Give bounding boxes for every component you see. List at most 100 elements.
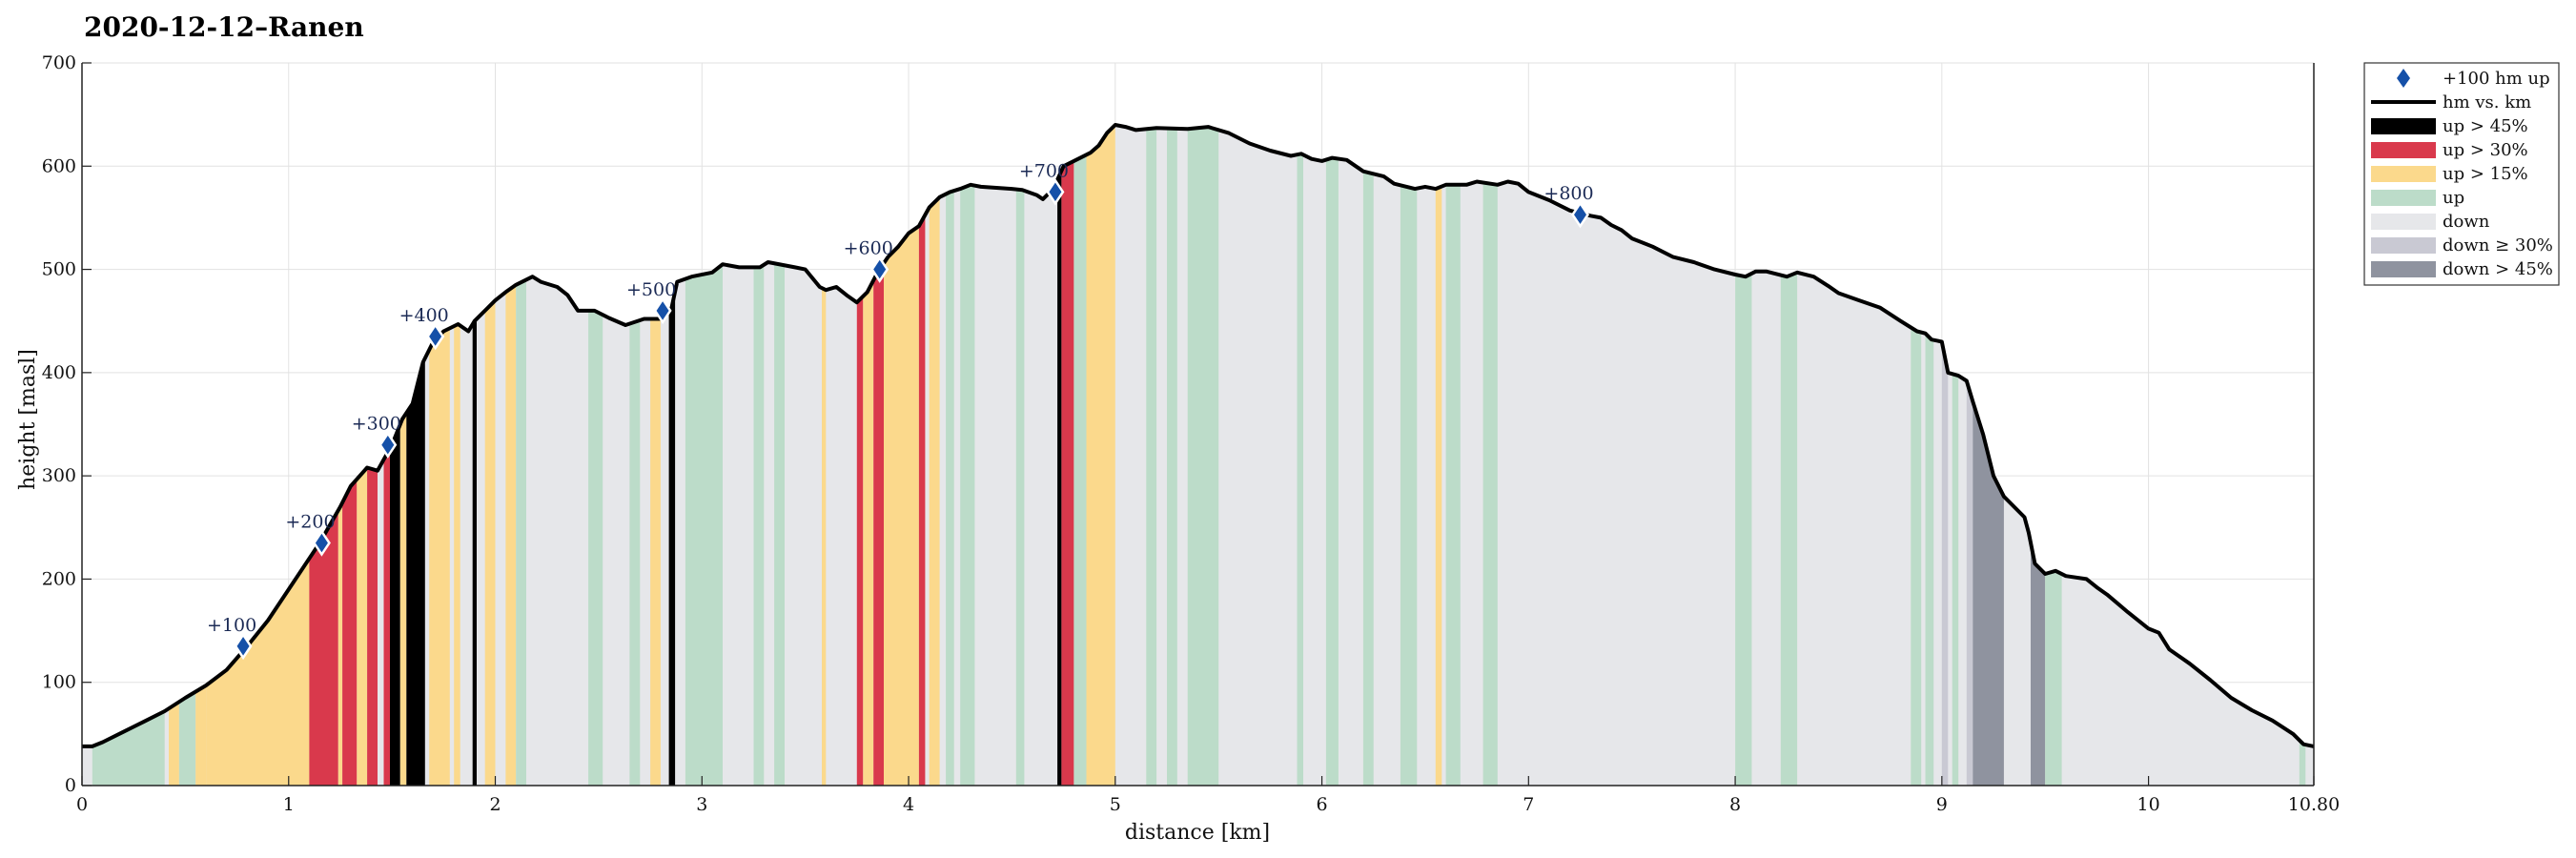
band-up45	[668, 291, 676, 786]
y-tick-label: 100	[42, 672, 76, 693]
marker-label: +400	[399, 305, 449, 326]
band-up	[2045, 570, 2062, 786]
band-up15	[169, 702, 179, 786]
y-tick-label: 300	[42, 465, 76, 486]
y-axis-label: height [masl]	[16, 349, 40, 490]
band-up	[178, 691, 196, 786]
band-up30	[367, 467, 378, 786]
band-up	[1297, 153, 1303, 786]
band-up15	[505, 284, 517, 786]
band-up30	[1061, 160, 1074, 786]
band-up30	[856, 296, 864, 786]
hm-marker	[312, 529, 331, 557]
legend-patch-swatch	[2371, 118, 2436, 134]
band-up15	[884, 226, 919, 786]
band-up15	[454, 324, 460, 786]
y-tick-label: 200	[42, 568, 76, 589]
legend-patch-swatch	[2371, 190, 2436, 206]
legend-entry-label: hm vs. km	[2443, 92, 2531, 112]
hm-marker	[234, 632, 253, 661]
band-up15	[399, 413, 407, 786]
x-tick-label: 8	[1729, 794, 1741, 815]
x-tick-label: 9	[1936, 794, 1948, 815]
band-up	[92, 711, 165, 786]
hm-marker	[378, 431, 398, 459]
band-up	[1911, 327, 1922, 786]
band-up	[1073, 154, 1087, 786]
y-tick-label: 500	[42, 259, 76, 280]
band-up15	[863, 280, 874, 786]
legend-patch-swatch	[2371, 142, 2436, 158]
x-tick-label: 10	[2136, 794, 2159, 815]
legend-patch-swatch	[2371, 166, 2436, 182]
legend-entry-label: up	[2443, 188, 2464, 208]
y-tick-label: 600	[42, 155, 76, 176]
legend-entry-label: down > 45%	[2443, 259, 2553, 279]
x-tick-label: 5	[1110, 794, 1121, 815]
band-up	[1482, 182, 1498, 786]
marker-label: +600	[844, 238, 893, 259]
hm-marker	[1571, 200, 1590, 229]
band-up	[774, 263, 785, 786]
band-up	[1780, 272, 1798, 786]
band-up	[629, 320, 641, 786]
legend-marker-swatch	[2397, 69, 2410, 88]
chart-title: 2020-12-12–Ranen	[84, 11, 364, 43]
band-up15	[929, 196, 940, 786]
plot-area: 0 1 2 3 4 5 6 7 8 9 10 10.80 0 100 200 300 400 500 600 700 +…	[42, 52, 2340, 815]
hm-marker	[870, 255, 889, 283]
band-down45	[2031, 542, 2046, 786]
band-up45	[390, 424, 400, 786]
hm-marker	[426, 322, 445, 351]
band-up	[2299, 740, 2306, 786]
x-tick-label: 1	[283, 794, 295, 815]
x-tick-label: 7	[1523, 794, 1534, 815]
x-tick-label: 4	[903, 794, 914, 815]
band-up15	[650, 318, 661, 786]
band-up45	[1057, 171, 1062, 786]
marker-label: +300	[352, 414, 401, 435]
legend-entry-label: up > 15%	[2443, 164, 2528, 184]
band-up	[946, 191, 954, 786]
band-up30	[918, 214, 926, 786]
legend-patch-swatch	[2371, 261, 2436, 277]
x-axis-label: distance [km]	[1125, 821, 1270, 845]
legend-entry-label: down	[2443, 212, 2490, 232]
legend-entry-label: +100 hm up	[2443, 69, 2550, 89]
band-up15	[1086, 125, 1115, 786]
band-up	[685, 264, 723, 786]
hm-marker	[653, 296, 672, 325]
marker-label: +800	[1544, 183, 1593, 204]
band-up	[1325, 157, 1339, 786]
band-up	[960, 184, 975, 786]
marker-label: +700	[1019, 160, 1069, 181]
band-up	[1445, 184, 1461, 786]
legend-entry-label: down ≥ 30%	[2443, 235, 2553, 255]
band-up45	[472, 318, 477, 786]
band-up	[1167, 128, 1177, 786]
legend-patch-swatch	[2371, 214, 2436, 230]
y-tick-label: 0	[65, 775, 76, 796]
band-up	[1146, 128, 1157, 786]
band-down30	[1941, 341, 1949, 786]
band-up15	[206, 558, 310, 786]
band-up30	[309, 510, 338, 786]
marker-label: +100	[207, 615, 256, 636]
band-up15	[484, 300, 496, 786]
y-tick-label: 700	[42, 52, 76, 73]
band-up15	[1435, 186, 1442, 786]
band-up15	[429, 328, 450, 786]
band-up	[753, 264, 765, 786]
band-up	[1187, 127, 1219, 786]
band-up	[1362, 171, 1374, 786]
band-up45	[406, 358, 425, 786]
band-up15	[337, 502, 343, 786]
x-tick-label: 3	[696, 794, 707, 815]
legend-entry-label: up > 45%	[2443, 116, 2528, 136]
legend-patch-swatch	[2371, 237, 2436, 254]
band-up	[588, 310, 603, 786]
band-up	[1400, 185, 1418, 786]
x-tick-label: 0	[76, 794, 88, 815]
band-up15	[357, 467, 368, 786]
